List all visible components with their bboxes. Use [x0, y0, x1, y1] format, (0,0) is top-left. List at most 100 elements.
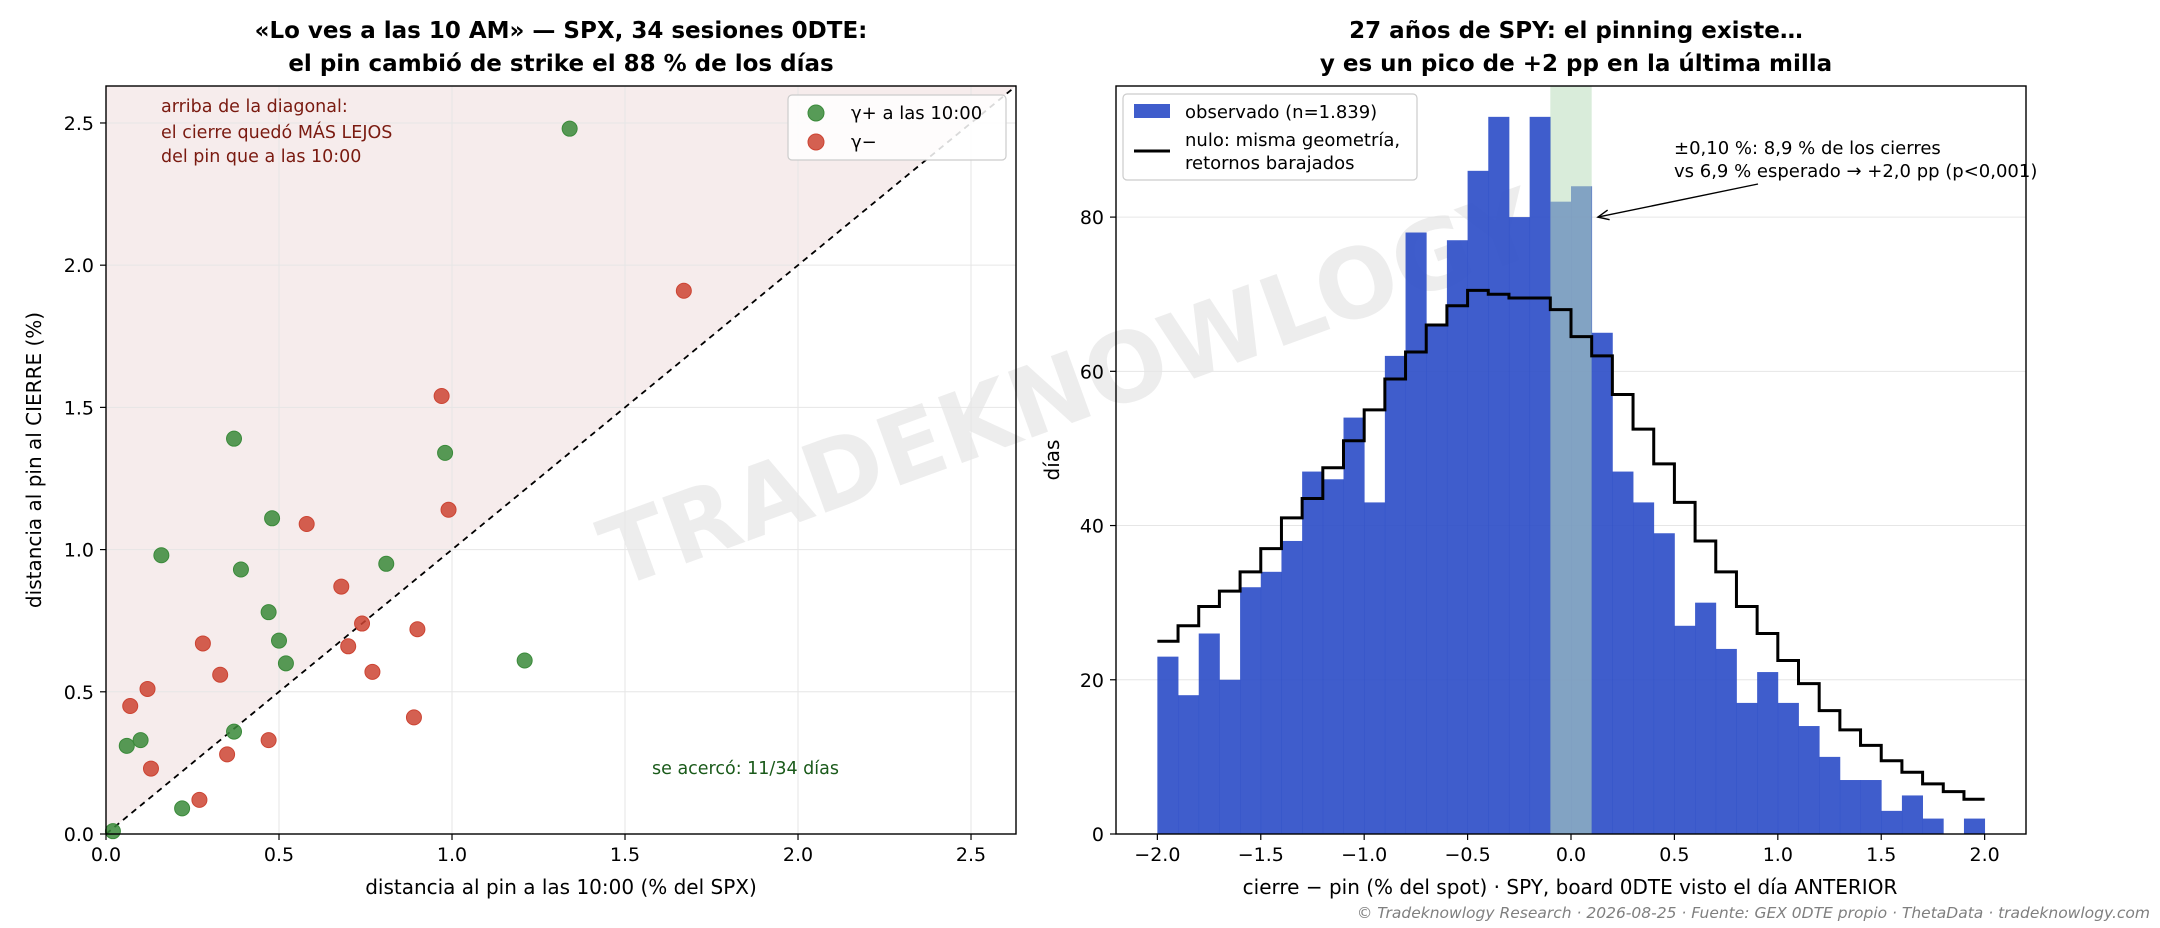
hist-y-axis-label: días — [1040, 440, 1064, 481]
hist-bar — [1240, 587, 1262, 834]
hist-bar — [1612, 471, 1634, 834]
scatter-annotation-line3: del pin que a las 10:00 — [161, 147, 361, 167]
hist-bar — [1343, 417, 1365, 834]
hist-bar — [1529, 116, 1551, 835]
hist-x-axis-label: cierre − pin (% del spot) · SPY, board 0… — [1243, 875, 1898, 899]
hist-title-line1: 27 años de SPY: el pinning existe… — [1349, 18, 1803, 44]
legend-marker-observed — [1134, 104, 1170, 118]
hist-bar — [1591, 332, 1613, 834]
scatter-annotation-line2: el cierre quedó MÁS LEJOS — [161, 121, 392, 143]
scatter-annotation-line1: arriba de la diagonal: — [161, 97, 348, 117]
hist-bar — [1384, 355, 1406, 834]
hist-bar — [1198, 633, 1220, 834]
legend-label-null-line1: nulo: misma geometría, — [1185, 130, 1400, 151]
hist-bar — [1281, 540, 1303, 834]
y-tick-label: 20 — [1080, 670, 1104, 692]
scatter-point-gamma-neg — [364, 663, 381, 680]
scatter-point-gamma-pos — [561, 120, 578, 137]
hist-bar — [1364, 502, 1386, 834]
scatter-point-gamma-pos — [260, 604, 277, 621]
legend-marker-gamma-pos — [807, 104, 825, 122]
x-tick-label: 2.0 — [783, 844, 813, 866]
scatter-chart: «Lo ves a las 10 AM» — SPX, 34 sesiones … — [22, 18, 1017, 899]
hist-bar — [1302, 471, 1324, 834]
x-tick-label: 2.5 — [956, 844, 986, 866]
hist-bar — [1695, 602, 1717, 834]
scatter-point-gamma-neg — [354, 615, 371, 632]
hist-bar — [1777, 702, 1799, 834]
hist-bar — [1488, 116, 1510, 835]
hist-bar — [1653, 533, 1675, 834]
hist-bar — [1901, 795, 1923, 834]
scatter-title-line2: el pin cambió de strike el 88 % de los d… — [288, 51, 833, 77]
hist-bar — [1674, 625, 1696, 834]
scatter-point-gamma-pos — [437, 444, 454, 461]
scatter-points — [104, 120, 692, 840]
footer-credits: © Tradeknowlogy Research · 2026-08-25 · … — [1357, 904, 2150, 922]
scatter-legend: γ+ a las 10:00 γ− — [787, 94, 1007, 161]
legend-label-gamma-neg: γ− — [851, 132, 877, 153]
hist-bar — [1178, 695, 1200, 834]
y-tick-label: 0 — [1092, 824, 1104, 846]
x-tick-label: −1.0 — [1341, 844, 1387, 866]
hist-bar — [1963, 818, 1986, 834]
hist-annotation-line1: ±0,10 %: 8,9 % de los cierres — [1674, 138, 1941, 159]
scatter-axes-frame — [105, 85, 1017, 835]
y-tick-label: 0.0 — [64, 824, 94, 846]
x-tick-label: 1.5 — [1866, 844, 1896, 866]
scatter-point-gamma-pos — [516, 652, 533, 669]
x-tick-label: 0.5 — [264, 844, 294, 866]
hist-pin-band — [1550, 86, 1592, 834]
scatter-ticks: 0.0 0.5 1.0 1.5 2.0 2.5 0.0 0.5 1.0 1.5 2.0 2.5 — [64, 113, 986, 866]
scatter-point-gamma-pos — [264, 510, 281, 527]
scatter-point-gamma-pos — [226, 723, 243, 740]
scatter-x-axis-label: distancia al pin a las 10:00 (% del SPX) — [365, 875, 757, 899]
y-tick-label: 0.5 — [64, 682, 94, 704]
scatter-point-gamma-pos — [132, 732, 149, 749]
scatter-point-gamma-pos — [104, 823, 121, 840]
scatter-point-gamma-neg — [440, 501, 457, 518]
x-tick-label: −2.0 — [1134, 844, 1180, 866]
scatter-point-gamma-neg — [409, 621, 426, 638]
hist-bar — [1715, 648, 1737, 834]
y-tick-label: 60 — [1080, 361, 1104, 383]
scatter-point-gamma-pos — [277, 655, 294, 672]
scatter-point-gamma-pos — [174, 800, 191, 817]
x-tick-label: 1.0 — [437, 844, 467, 866]
hist-bar — [1860, 780, 1882, 834]
y-tick-label: 2.0 — [64, 255, 94, 277]
scatter-point-gamma-neg — [122, 698, 139, 715]
y-tick-label: 2.5 — [64, 113, 94, 135]
hist-title-line2: y es un pico de +2 pp en la última milla — [1320, 51, 1832, 77]
hist-bar — [1757, 672, 1779, 834]
scatter-point-gamma-neg — [333, 578, 350, 595]
scatter-point-gamma-neg — [260, 732, 277, 749]
scatter-point-gamma-neg — [212, 666, 229, 683]
scatter-point-gamma-pos — [232, 561, 249, 578]
hist-bar — [1881, 810, 1903, 834]
x-tick-label: 0.0 — [91, 844, 121, 866]
x-tick-label: 1.5 — [610, 844, 640, 866]
scatter-point-gamma-neg — [340, 638, 357, 655]
hist-bar — [1922, 818, 1944, 834]
scatter-point-gamma-neg — [405, 709, 422, 726]
hist-bar — [1819, 756, 1841, 834]
legend-label-gamma-pos: γ+ a las 10:00 — [851, 103, 982, 124]
scatter-title-line1: «Lo ves a las 10 AM» — SPX, 34 sesiones … — [255, 18, 868, 44]
legend-label-observed: observado (n=1.839) — [1185, 102, 1377, 123]
x-tick-label: 2.0 — [1970, 844, 2000, 866]
hist-bar — [1633, 502, 1655, 834]
legend-label-null-line2: retornos barajados — [1185, 153, 1355, 174]
hist-bar — [1322, 479, 1344, 834]
scatter-point-gamma-neg — [433, 388, 450, 405]
hist-legend-box — [1122, 93, 1418, 181]
histogram-chart: 27 años de SPY: el pinning existe… y es … — [1040, 18, 2037, 899]
scatter-point-gamma-neg — [139, 680, 156, 697]
y-tick-label: 1.0 — [64, 540, 94, 562]
scatter-point-gamma-neg — [298, 515, 315, 532]
legend-marker-gamma-neg — [807, 133, 825, 151]
x-tick-label: −0.5 — [1445, 844, 1491, 866]
x-tick-label: 0.5 — [1659, 844, 1689, 866]
hist-bar — [1467, 170, 1489, 835]
